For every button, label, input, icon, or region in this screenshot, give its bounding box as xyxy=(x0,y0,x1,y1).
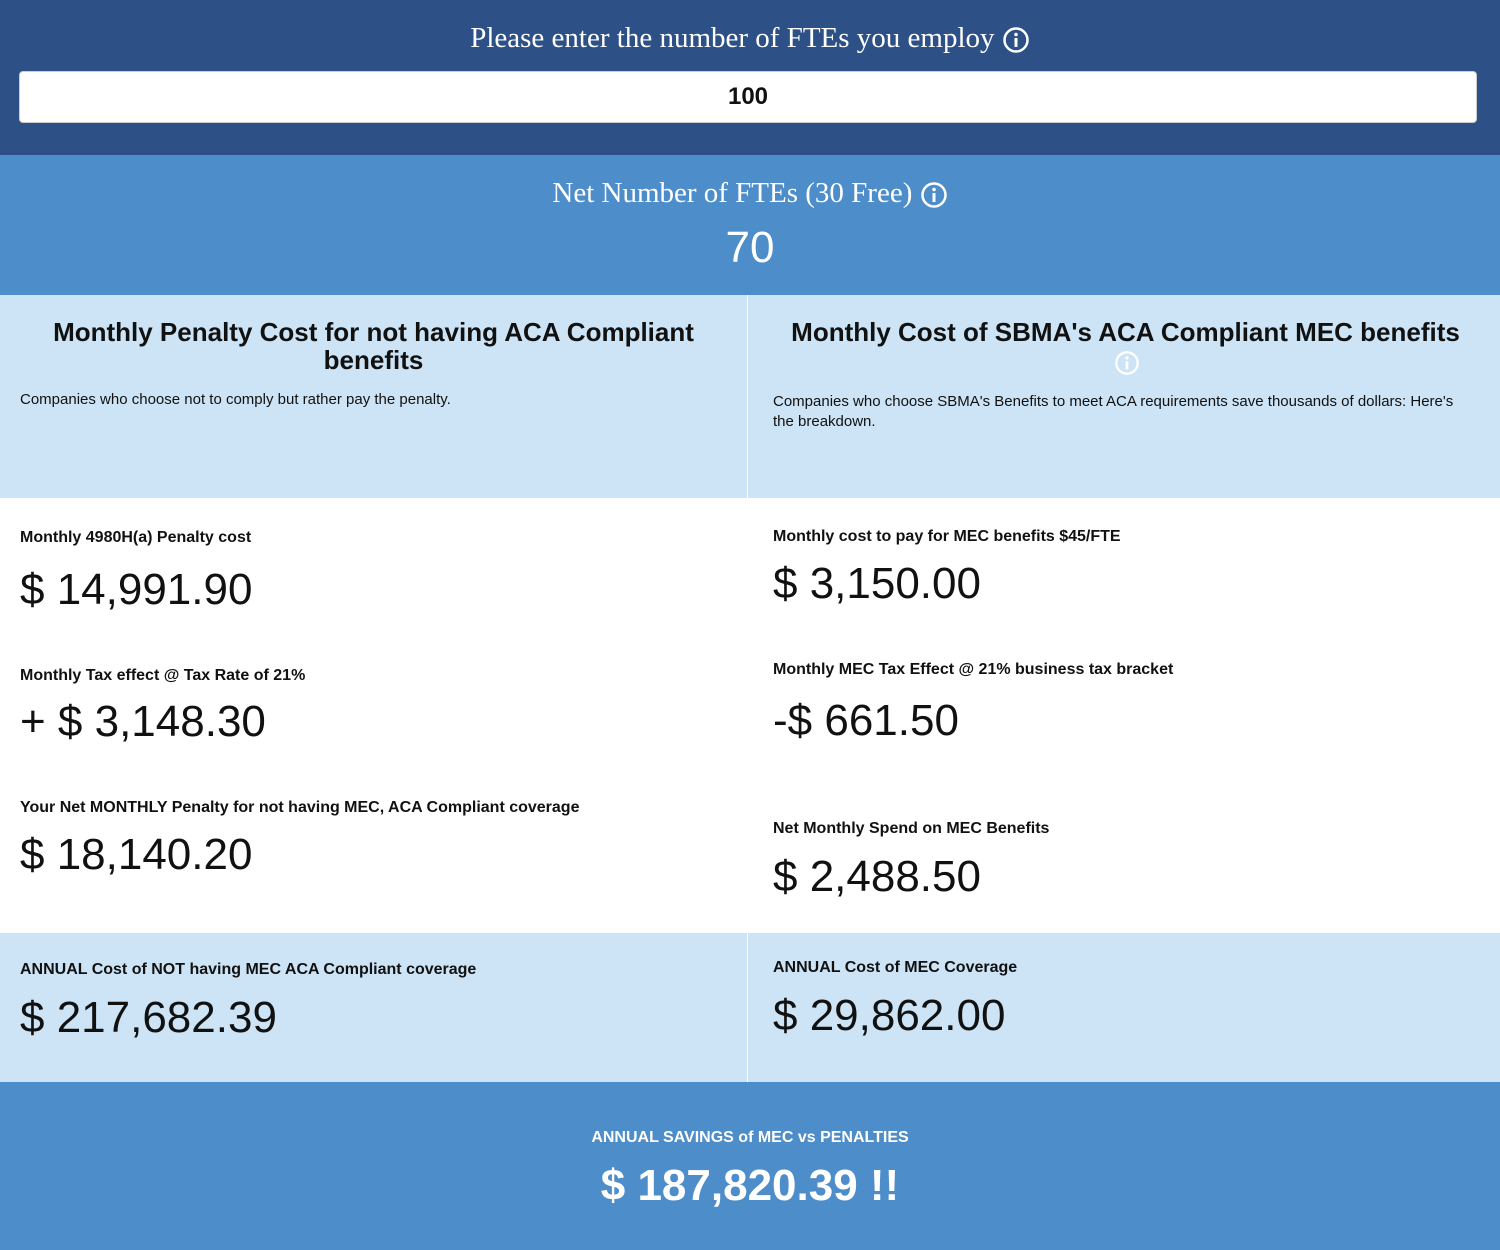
item-value: -$ 661.50 xyxy=(773,696,959,745)
prompt: Please enter the number of FTEs you empl… xyxy=(470,22,995,54)
net-label: Net Number of FTEs (30 Free) xyxy=(552,177,913,209)
annual-value: $ 217,682.39 xyxy=(20,993,277,1042)
net-panel: Net Number of FTEs (30 Free) 70 xyxy=(0,155,1500,295)
item-label: Net Monthly Spend on MEC Benefits xyxy=(773,820,1050,837)
penalty-title: Monthly Penalty Cost for not having ACA … xyxy=(53,317,694,375)
savings-label: ANNUAL SAVINGS of MEC vs PENALTIES xyxy=(591,1129,909,1146)
input-panel: Please enter the number of FTEs you empl… xyxy=(0,0,1500,155)
mec-title: Monthly Cost of SBMA's ACA Compliant MEC… xyxy=(791,317,1460,347)
item-label: Monthly Tax effect @ Tax Rate of 21% xyxy=(20,667,306,684)
savings-panel: ANNUAL SAVINGS of MEC vs PENALTIES $ 187… xyxy=(0,1082,1500,1250)
item-value: $ 2,488.50 xyxy=(773,852,981,901)
info-icon[interactable] xyxy=(1002,26,1030,54)
item-label: Monthly 4980H(a) Penalty cost xyxy=(20,529,252,546)
info-icon[interactable] xyxy=(1114,350,1140,376)
net-value: 70 xyxy=(725,223,775,272)
penalty-annual: ANNUAL Cost of NOT having MEC ACA Compli… xyxy=(0,933,747,1082)
mec-header: Monthly Cost of SBMA's ACA Compliant MEC… xyxy=(748,295,1500,498)
mec-description: Companies who choose SBMA's Benefits to … xyxy=(773,393,1454,430)
savings-value: $ 187,820.39 !! xyxy=(600,1161,900,1210)
item-label: Monthly MEC Tax Effect @ 21% business ta… xyxy=(773,661,1174,678)
annual-value: $ 29,862.00 xyxy=(773,991,1006,1040)
penalty-header: Monthly Penalty Cost for not having ACA … xyxy=(0,295,747,498)
annual-label: ANNUAL Cost of NOT having MEC ACA Compli… xyxy=(20,961,477,978)
net-row: Net Number of FTEs (30 Free) xyxy=(0,177,1500,210)
item-label: Your Net MONTHLY Penalty for not having … xyxy=(20,799,580,816)
item-value: $ 18,140.20 xyxy=(20,830,253,879)
item-value: $ 14,991.90 xyxy=(20,565,253,614)
prompt-row: Please enter the number of FTEs you empl… xyxy=(0,22,1500,55)
info-icon[interactable] xyxy=(920,181,948,209)
mec-annual: ANNUAL Cost of MEC Coverage $ 29,862.00 xyxy=(748,933,1500,1082)
item-value: + $ 3,148.30 xyxy=(20,697,266,746)
fte-input[interactable]: 100 xyxy=(19,71,1477,123)
item-label: Monthly cost to pay for MEC benefits $45… xyxy=(773,528,1121,545)
annual-label: ANNUAL Cost of MEC Coverage xyxy=(773,959,1018,976)
penalty-description: Companies who choose not to comply but r… xyxy=(20,391,451,408)
item-value: $ 3,150.00 xyxy=(773,559,981,608)
